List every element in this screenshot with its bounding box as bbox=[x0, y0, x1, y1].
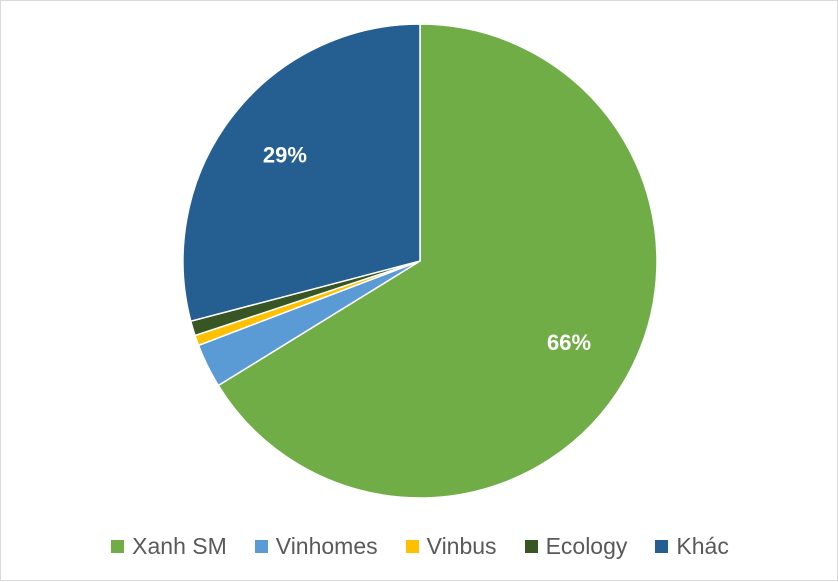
legend-label-vinbus: Vinbus bbox=[426, 532, 497, 559]
pie-slice-khac bbox=[182, 23, 421, 323]
legend-label-ecology: Ecology bbox=[545, 532, 628, 559]
legend-item-vinhomes: Vinhomes bbox=[254, 532, 378, 560]
legend-swatch-ecology bbox=[524, 539, 538, 553]
chart-legend: Xanh SM Vinhomes Vinbus Ecology Khác bbox=[1, 529, 838, 563]
legend-label-xanh-sm: Xanh SM bbox=[132, 532, 227, 559]
legend-label-khac: Khác bbox=[676, 532, 729, 559]
legend-item-ecology: Ecology bbox=[524, 532, 628, 560]
legend-item-xanh-sm: Xanh SM bbox=[111, 533, 227, 560]
legend-swatch-khac bbox=[655, 539, 669, 553]
pie-slice-xanh-sm bbox=[217, 23, 658, 499]
legend-swatch-xanh-sm bbox=[111, 539, 125, 553]
legend-item-vinbus: Vinbus bbox=[405, 532, 497, 560]
legend-item-khac: Khác bbox=[655, 532, 729, 560]
legend-swatch-vinbus bbox=[405, 539, 419, 553]
data-label-xanh-sm: 66% bbox=[547, 330, 591, 355]
legend-swatch-vinhomes bbox=[254, 539, 268, 553]
data-label-khac: 29% bbox=[263, 143, 307, 168]
legend-label-vinhomes: Vinhomes bbox=[275, 532, 378, 559]
